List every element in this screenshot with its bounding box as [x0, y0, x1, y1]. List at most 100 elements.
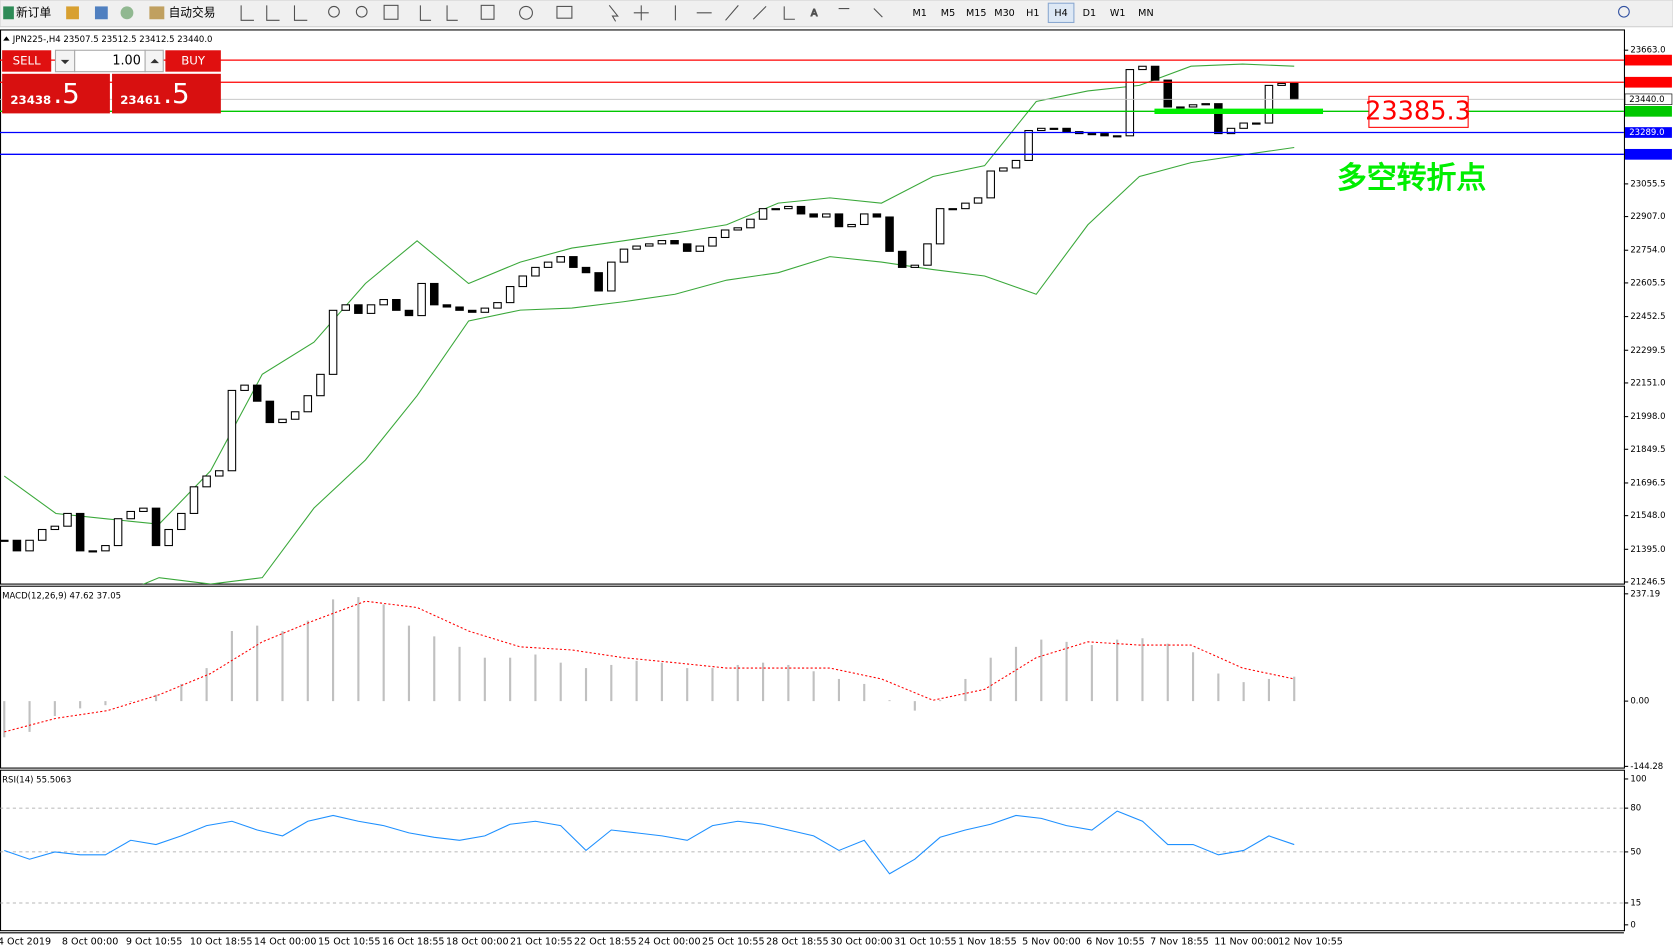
candle — [1112, 135, 1122, 138]
candle — [417, 282, 426, 317]
level-tag — [1624, 76, 1672, 88]
level-tag — [1624, 105, 1672, 117]
candle — [214, 470, 224, 477]
candle — [885, 216, 894, 252]
bid-price[interactable]: 23438 — [10, 93, 51, 107]
candle — [1125, 69, 1135, 137]
icon[interactable] — [355, 5, 368, 18]
icon[interactable] — [240, 5, 308, 21]
signal-line — [4, 600, 1295, 733]
icon[interactable] — [480, 4, 495, 20]
icon[interactable] — [328, 5, 340, 18]
icon[interactable] — [66, 6, 79, 20]
sell-button[interactable] — [2, 50, 52, 72]
x-tick-label: 10 Oct 18:55 — [190, 936, 253, 947]
candle — [0, 539, 9, 542]
plot-area — [3, 597, 1296, 738]
candle — [632, 245, 641, 250]
bid-box[interactable] — [2, 73, 110, 114]
candle — [278, 418, 287, 424]
sell-label[interactable]: SELL — [13, 53, 41, 67]
timeframe[interactable]: M1 — [913, 8, 927, 19]
tool-icons: A — [240, 4, 883, 22]
candle — [480, 307, 490, 313]
y-tick-label: 21998.0 — [1630, 412, 1665, 422]
y-tick-label: 23663.0 — [1630, 46, 1665, 56]
candle — [366, 304, 376, 314]
x-tick-label: 7 Nov 18:55 — [1150, 936, 1209, 947]
level-label: 23289.0 — [1629, 128, 1664, 138]
candle — [581, 266, 591, 274]
ask-price[interactable]: 23461 — [120, 93, 161, 107]
x-tick-label: 9 Oct 10:55 — [126, 936, 182, 947]
icon[interactable] — [149, 6, 165, 20]
timeframe[interactable]: M30 — [994, 8, 1015, 19]
timeframe[interactable]: H1 — [1026, 8, 1039, 19]
x-tick-label: 1 Nov 18:55 — [958, 936, 1017, 947]
panel-frame — [0, 29, 1625, 585]
candle — [695, 245, 705, 252]
x-tick-label: 24 Oct 00:00 — [638, 936, 701, 947]
candle — [1239, 122, 1248, 129]
buy-button[interactable] — [165, 50, 221, 72]
icon[interactable] — [94, 6, 108, 20]
candle — [25, 539, 34, 552]
timeframe[interactable]: MN — [1138, 8, 1153, 19]
panel-title: MACD(12,26,9) 47.62 37.05 — [2, 591, 121, 601]
arrow — [150, 58, 159, 64]
candle — [1188, 104, 1198, 108]
ask-box[interactable] — [112, 73, 221, 114]
icon[interactable] — [419, 5, 458, 21]
ask-fraction[interactable]: .5 — [163, 77, 189, 110]
y-tick-label: 21548.0 — [1630, 511, 1665, 521]
icon[interactable] — [120, 6, 134, 20]
candle — [37, 528, 47, 541]
icon[interactable] — [608, 5, 883, 22]
candle — [822, 213, 831, 218]
x-tick-label: 11 Nov 00:00 — [1214, 936, 1279, 947]
candle — [531, 266, 540, 277]
candle — [1176, 106, 1185, 109]
timeframe[interactable]: D1 — [1083, 8, 1096, 19]
candle — [227, 389, 237, 472]
x-tick-label: 30 Oct 00:00 — [830, 936, 893, 947]
timeframe[interactable]: M15 — [966, 8, 987, 19]
candle — [784, 205, 793, 210]
icon[interactable] — [3, 6, 14, 20]
candle — [429, 282, 439, 306]
y-tick-label: -144.28 — [1630, 762, 1663, 772]
candle — [1252, 122, 1261, 125]
search-icon[interactable] — [1618, 5, 1630, 18]
candle — [493, 302, 502, 309]
timeframe[interactable]: M5 — [941, 8, 955, 19]
candle — [607, 261, 616, 292]
candle — [1024, 129, 1033, 161]
timeframe[interactable]: H4 — [1054, 8, 1067, 19]
bid-fraction[interactable]: .5 — [53, 77, 79, 110]
timeframe[interactable]: W1 — [1110, 8, 1126, 19]
icon[interactable] — [519, 5, 533, 20]
y-tick-label: 0 — [1630, 920, 1635, 930]
icon[interactable] — [556, 5, 573, 19]
y-tick-label: 22754.0 — [1630, 246, 1665, 256]
new-order[interactable]: 新订单 — [16, 5, 51, 19]
candle — [708, 236, 717, 247]
y-tick-label: 100 — [1630, 774, 1646, 784]
x-tick-label: 6 Nov 10:55 — [1086, 936, 1145, 947]
candle — [505, 286, 515, 304]
x-tick-label: 28 Oct 18:55 — [766, 936, 829, 947]
y-tick-label: 22907.0 — [1630, 212, 1665, 222]
candle — [75, 512, 85, 552]
y-tick-label: 15 — [1630, 898, 1641, 908]
collapse-arrow — [3, 36, 10, 41]
lot-value[interactable]: 1.00 — [112, 53, 140, 68]
y-tick-label: 22605.5 — [1630, 278, 1665, 288]
level-tag — [1624, 54, 1672, 66]
buy-label[interactable]: BUY — [181, 53, 206, 67]
y-tick-label: 22452.5 — [1630, 312, 1665, 322]
icon[interactable] — [383, 4, 399, 20]
auto-trade[interactable]: 自动交易 — [169, 5, 216, 19]
candle — [126, 510, 136, 520]
icon[interactable]: A — [810, 7, 818, 19]
